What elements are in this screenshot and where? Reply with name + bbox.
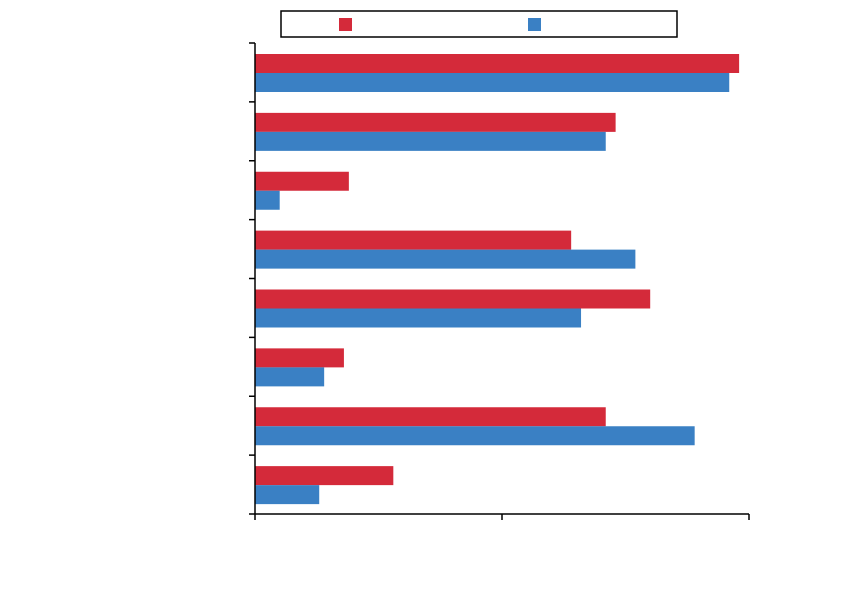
bar — [255, 112, 616, 132]
bar — [255, 54, 740, 73]
bar — [255, 289, 651, 309]
bar — [255, 230, 572, 250]
bar — [255, 249, 636, 269]
bar — [255, 485, 320, 505]
bar — [255, 73, 730, 92]
bar — [255, 131, 606, 151]
bar — [255, 348, 344, 368]
bar — [255, 190, 280, 210]
bar — [255, 426, 695, 446]
bar — [255, 171, 349, 191]
bar — [255, 466, 394, 486]
legend-swatch — [339, 18, 352, 31]
bar — [255, 367, 325, 387]
bar — [255, 407, 606, 427]
bar — [255, 308, 582, 328]
legend-swatch — [528, 18, 541, 31]
